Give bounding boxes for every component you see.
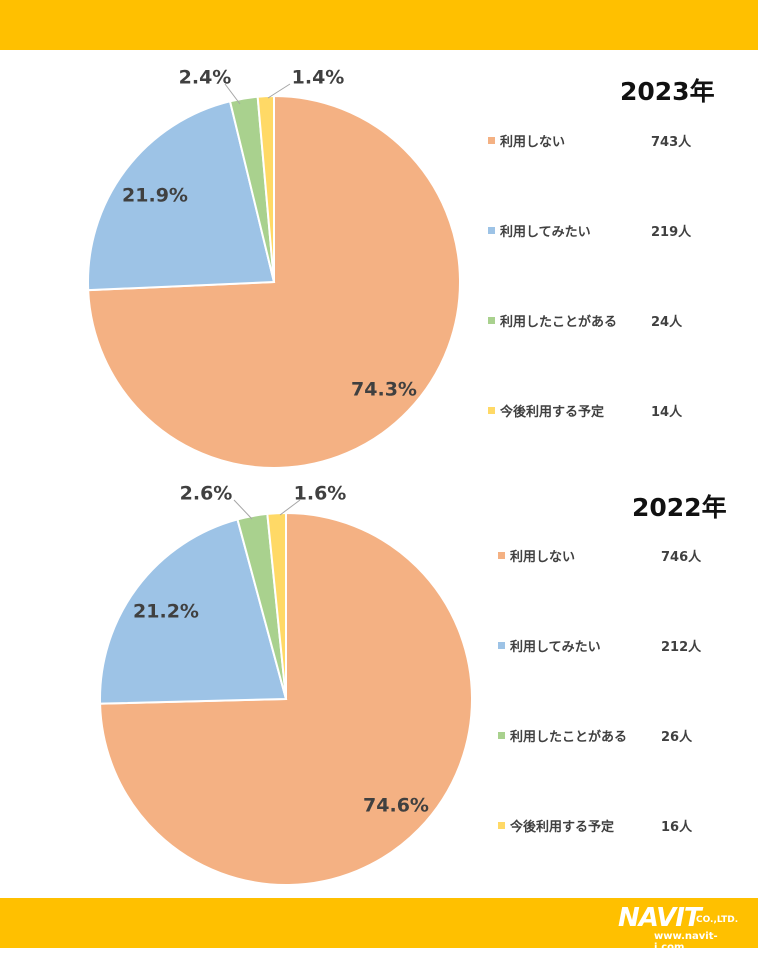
data-label-0: 74.3% xyxy=(351,379,417,401)
pie-chart-2023: 74.3% 21.9% 2.4% 1.4% xyxy=(87,67,461,469)
legend-count: 16人 xyxy=(661,820,693,835)
pie-chart-2022: 74.6% 21.2% 2.6% 1.6% xyxy=(99,483,473,886)
legend-item-0: 利用しない 743人 xyxy=(488,131,748,151)
legend-item-1: 利用してみたい 219人 xyxy=(488,221,748,241)
legend-label: 利用したことがある xyxy=(500,315,618,330)
leader-line-2 xyxy=(233,499,253,520)
pie-slice-1 xyxy=(87,100,276,292)
chart-title-2022: 2022年 xyxy=(632,493,727,522)
data-label-2: 2.6% xyxy=(180,483,233,505)
leader-line-3 xyxy=(267,83,291,99)
legend-swatch-0 xyxy=(488,137,495,144)
logo-brand: NAVIT xyxy=(618,903,702,933)
navit-logo: NAVIT CO.,LTD. www.navit-j.com xyxy=(614,903,744,953)
logo-suffix: CO.,LTD. xyxy=(696,915,739,925)
legend-count: 14人 xyxy=(651,405,683,420)
legend-item-1: 利用してみたい 212人 xyxy=(498,636,758,656)
legend-count: 212人 xyxy=(661,640,702,655)
legend-swatch-3 xyxy=(488,407,495,414)
legend-item-2: 利用したことがある 26人 xyxy=(498,726,758,746)
legend-count: 743人 xyxy=(651,135,692,150)
legend-swatch-0 xyxy=(498,552,505,559)
legend-item-3: 今後利用する予定 16人 xyxy=(498,816,758,836)
legend-swatch-2 xyxy=(498,732,505,739)
legend-count: 24人 xyxy=(651,315,683,330)
bottom-banner xyxy=(0,898,758,948)
pie-slice-3 xyxy=(266,511,287,700)
pie-slice-3 xyxy=(256,94,275,283)
legend-label: 利用してみたい xyxy=(500,225,591,240)
data-label-1: 21.9% xyxy=(122,185,188,207)
data-label-3: 1.6% xyxy=(294,483,347,505)
legend-item-0: 利用しない 746人 xyxy=(498,546,758,566)
legend-swatch-1 xyxy=(498,642,505,649)
legend-count: 26人 xyxy=(661,730,693,745)
data-label-2: 2.4% xyxy=(179,67,232,89)
legend-label: 今後利用する予定 xyxy=(510,820,615,835)
legend-count: 746人 xyxy=(661,550,702,565)
legend-item-3: 今後利用する予定 14人 xyxy=(488,401,748,421)
legend-label: 利用してみたい xyxy=(510,640,601,655)
pie-slice-1 xyxy=(99,518,288,705)
top-banner xyxy=(0,0,758,50)
legend-label: 利用しない xyxy=(500,135,566,150)
data-label-3: 1.4% xyxy=(292,67,345,89)
legend-swatch-2 xyxy=(488,317,495,324)
leader-line-2 xyxy=(224,83,241,105)
legend-label: 利用しない xyxy=(510,550,576,565)
legend-swatch-3 xyxy=(498,822,505,829)
logo-url: www.navit-j.com xyxy=(654,931,718,953)
leader-line-3 xyxy=(279,499,301,516)
legend-label: 今後利用する予定 xyxy=(500,405,605,420)
legend-count: 219人 xyxy=(651,225,692,240)
legend-swatch-1 xyxy=(488,227,495,234)
data-label-0: 74.6% xyxy=(363,795,429,817)
legend-label: 利用したことがある xyxy=(510,730,628,745)
legend-item-2: 利用したことがある 24人 xyxy=(488,311,748,331)
data-label-1: 21.2% xyxy=(133,601,199,623)
chart-title-2023: 2023年 xyxy=(620,77,715,106)
